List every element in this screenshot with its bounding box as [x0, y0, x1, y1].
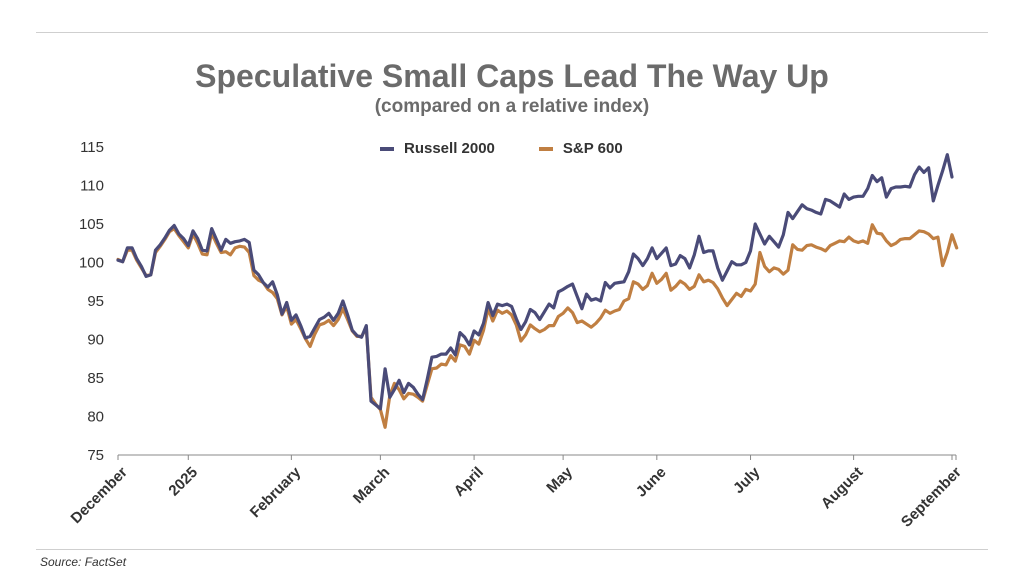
x-tick-label-august: August	[818, 464, 867, 513]
x-tick-label-february: February	[247, 463, 305, 521]
y-tick-label-85: 85	[87, 370, 104, 387]
x-tick-label-may: May	[543, 463, 576, 496]
legend-label-sp-600: S&P 600	[562, 140, 623, 157]
x-tick-label-2025: 2025	[165, 464, 201, 500]
chart-legend: Russell 2000 S&P 600	[380, 140, 623, 157]
legend-label-russell-2000: Russell 2000	[404, 140, 495, 157]
chart-subtitle: (compared on a relative index)	[374, 96, 650, 117]
chart-title: Speculative Small Caps Lead The Way Up	[195, 58, 829, 94]
x-tick-label-december: December	[68, 464, 131, 527]
top-rule	[36, 32, 988, 33]
y-tick-label-105: 105	[79, 216, 104, 233]
x-tick-label-april: April	[451, 464, 487, 500]
y-tick-label-110: 110	[80, 178, 104, 195]
y-tick-label-80: 80	[87, 409, 104, 426]
y-tick-label-95: 95	[87, 293, 104, 310]
source-note: Source: FactSet	[40, 555, 127, 569]
y-tick-label-90: 90	[87, 332, 104, 349]
legend-swatch-sp-600	[538, 146, 553, 151]
x-tick-label-september: September	[898, 464, 965, 531]
series-line-russell-2000	[116, 153, 954, 411]
bottom-rule	[36, 549, 988, 550]
y-tick-label-100: 100	[79, 255, 104, 272]
legend-item-russell-2000: Russell 2000	[380, 140, 495, 157]
x-tick-label-july: July	[730, 463, 764, 497]
y-tick-label-115: 115	[80, 139, 104, 156]
x-tick-label-june: June	[633, 464, 670, 501]
legend-item-sp-600: S&P 600	[538, 140, 623, 157]
x-tick-label-march: March	[350, 464, 393, 507]
y-tick-label-75: 75	[87, 447, 104, 464]
series-line-s-p-600	[116, 223, 959, 429]
legend-swatch-russell-2000	[380, 146, 394, 151]
